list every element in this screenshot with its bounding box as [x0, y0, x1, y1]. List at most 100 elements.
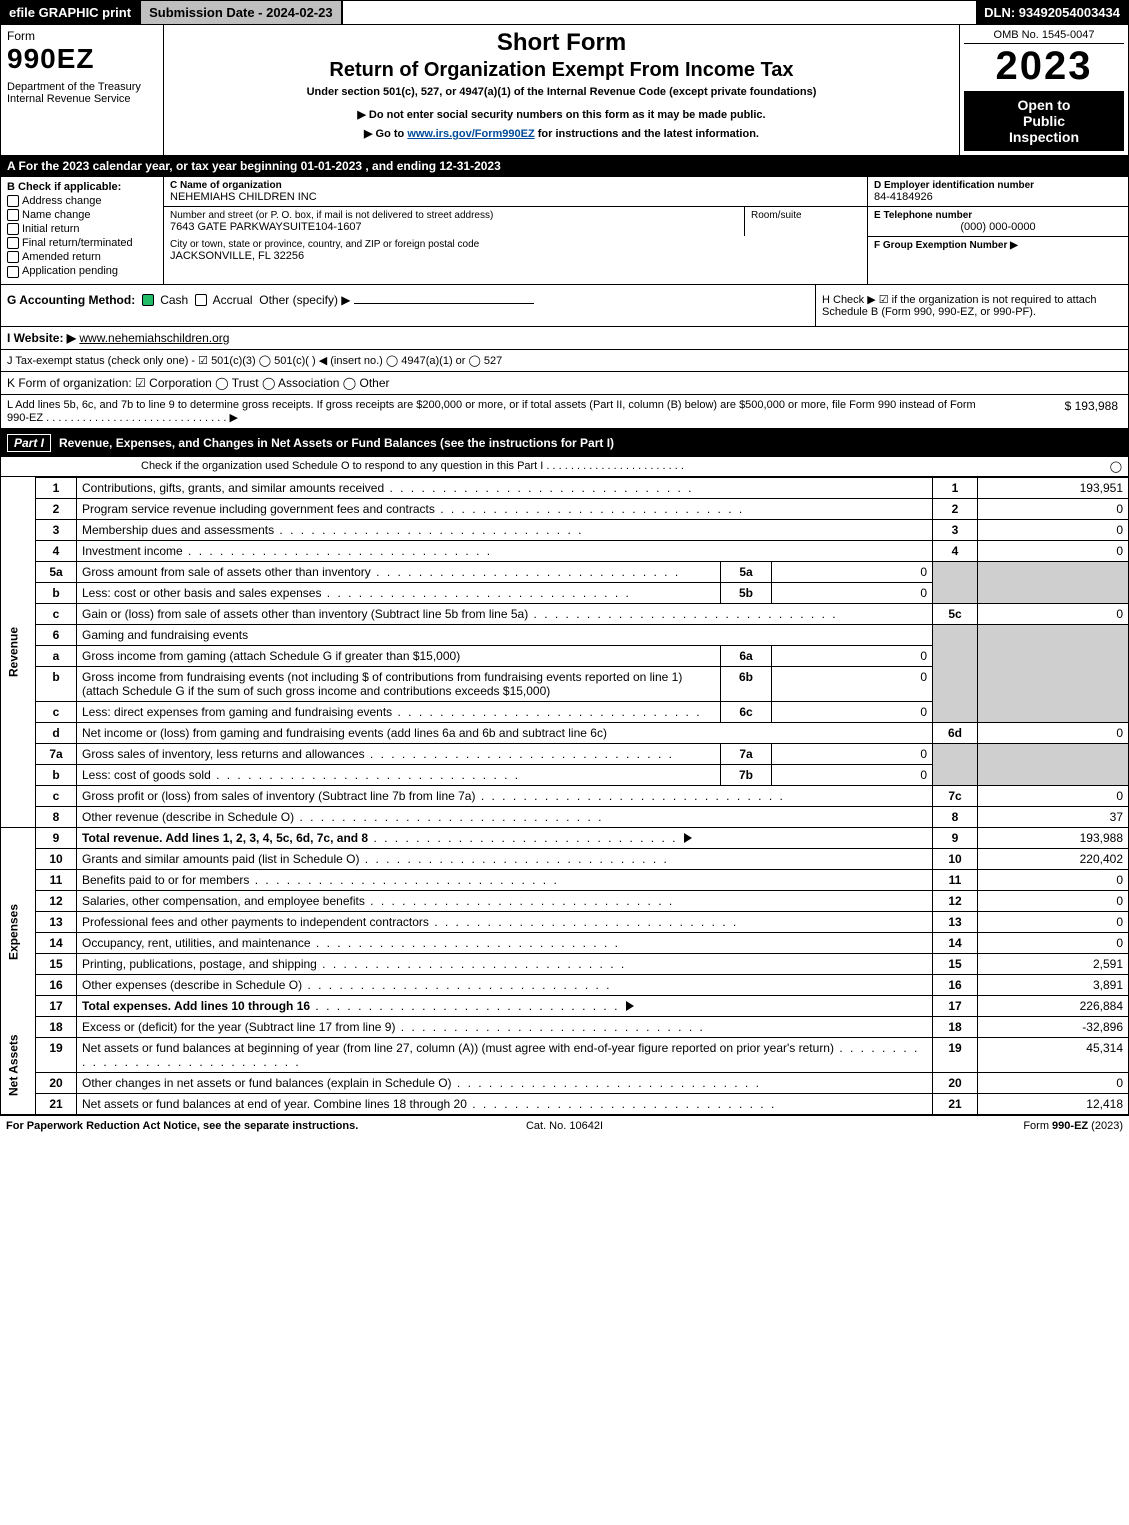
- section-bcdef: B Check if applicable: Address change Na…: [0, 177, 1129, 285]
- col-c: C Name of organization NEHEMIAHS CHILDRE…: [164, 177, 868, 284]
- side-netassets: Net Assets: [1, 1016, 36, 1114]
- footer: For Paperwork Reduction Act Notice, see …: [0, 1115, 1129, 1136]
- l6-desc: Gaming and fundraising events: [77, 624, 933, 645]
- i-label: I Website: ▶: [7, 331, 76, 345]
- spacer: [343, 1, 977, 24]
- dln: DLN: 93492054003434: [976, 1, 1128, 24]
- part1-title: Revenue, Expenses, and Changes in Net As…: [59, 436, 614, 450]
- row-k: K Form of organization: ☑ Corporation ◯ …: [0, 372, 1129, 395]
- c-name-val: NEHEMIAHS CHILDREN INC: [170, 191, 861, 203]
- c-name-lbl: C Name of organization: [170, 180, 861, 191]
- c-room: Room/suite: [745, 207, 867, 236]
- c-addr-lbl: Number and street (or P. O. box, if mail…: [170, 210, 738, 221]
- l6b-desc: Gross income from fundraising events (no…: [77, 666, 721, 701]
- inspect2: Public: [966, 113, 1122, 129]
- l6a-desc: Gross income from gaming (attach Schedul…: [77, 645, 721, 666]
- d-ein: D Employer identification number 84-4184…: [868, 177, 1128, 207]
- b-title: B Check if applicable:: [7, 181, 157, 193]
- l8-desc: Other revenue (describe in Schedule O): [77, 806, 933, 827]
- f-lbl: F Group Exemption Number ▶: [874, 240, 1122, 251]
- part1-sub-text: Check if the organization used Schedule …: [141, 460, 1102, 473]
- l5c-desc: Gain or (loss) from sale of assets other…: [77, 603, 933, 624]
- l9-desc: Total revenue. Add lines 1, 2, 3, 4, 5c,…: [77, 827, 933, 848]
- d-lbl: D Employer identification number: [874, 180, 1122, 191]
- omb-number: OMB No. 1545-0047: [964, 29, 1124, 44]
- arrow-icon: [684, 833, 692, 843]
- l2-desc: Program service revenue including govern…: [77, 498, 933, 519]
- side-revenue: Revenue: [1, 477, 36, 827]
- row-a: A For the 2023 calendar year, or tax yea…: [0, 156, 1129, 177]
- l6c-desc: Less: direct expenses from gaming and fu…: [77, 701, 721, 722]
- g-accounting: G Accounting Method: Cash Accrual Other …: [1, 285, 815, 326]
- row-l: L Add lines 5b, 6c, and 7b to line 9 to …: [0, 395, 1129, 429]
- lines-table: Revenue 1 Contributions, gifts, grants, …: [0, 477, 1129, 1115]
- side-expenses: Expenses: [1, 848, 36, 1016]
- l4-desc: Investment income: [77, 540, 933, 561]
- chk-accrual[interactable]: [195, 294, 207, 306]
- l1-desc: Contributions, gifts, grants, and simila…: [77, 477, 933, 498]
- form-word: Form: [7, 29, 157, 43]
- c-city-val: JACKSONVILLE, FL 32256: [170, 250, 861, 262]
- l1-num: 1: [36, 477, 77, 498]
- header-left: Form 990EZ Department of the Treasury In…: [1, 25, 164, 155]
- footer-right: Form Form 990-EZ (2023)990-EZ (2023): [751, 1120, 1123, 1132]
- i-website[interactable]: www.nehemiahschildren.org: [79, 331, 229, 345]
- main-title: Return of Organization Exempt From Incom…: [170, 59, 953, 82]
- part1-tag: Part I: [7, 434, 51, 452]
- tax-year: 2023: [964, 44, 1124, 89]
- l5a-desc: Gross amount from sale of assets other t…: [77, 561, 721, 582]
- inspect3: Inspection: [966, 129, 1122, 145]
- department: Department of the Treasury Internal Reve…: [7, 81, 157, 105]
- note-ssn: ▶ Do not enter social security numbers o…: [170, 108, 953, 121]
- l3-desc: Membership dues and assessments: [77, 519, 933, 540]
- b-opt-1[interactable]: Name change: [7, 209, 157, 221]
- d-val: 84-4184926: [874, 191, 1122, 203]
- efile-label[interactable]: efile GRAPHIC print: [1, 1, 139, 24]
- c-name: C Name of organization NEHEMIAHS CHILDRE…: [164, 177, 867, 207]
- b-opt-0[interactable]: Address change: [7, 195, 157, 207]
- b-opt-4[interactable]: Amended return: [7, 251, 157, 263]
- l5b-desc: Less: cost or other basis and sales expe…: [77, 582, 721, 603]
- g-label: G Accounting Method:: [7, 293, 135, 307]
- c-addr-val: 7643 GATE PARKWAYSUITE104-1607: [170, 221, 738, 233]
- header-right: OMB No. 1545-0047 2023 Open to Public In…: [959, 25, 1128, 155]
- irs-link[interactable]: www.irs.gov/Form990EZ: [407, 128, 534, 140]
- l7a-desc: Gross sales of inventory, less returns a…: [77, 743, 721, 764]
- short-form-title: Short Form: [170, 29, 953, 57]
- l10-desc: Grants and similar amounts paid (list in…: [77, 848, 933, 869]
- b-opt-2[interactable]: Initial return: [7, 223, 157, 235]
- c-city-lbl: City or town, state or province, country…: [170, 239, 861, 250]
- e-phone: E Telephone number (000) 000-0000: [868, 207, 1128, 237]
- chk-cash[interactable]: [142, 294, 154, 306]
- col-def: D Employer identification number 84-4184…: [868, 177, 1128, 284]
- b-opt-3[interactable]: Final return/terminated: [7, 237, 157, 249]
- c-room-lbl: Room/suite: [751, 210, 861, 221]
- note2-post: for instructions and the latest informat…: [538, 128, 759, 140]
- submission-date: Submission Date - 2024-02-23: [139, 1, 343, 24]
- top-bar: efile GRAPHIC print Submission Date - 20…: [0, 0, 1129, 25]
- part1-header: Part I Revenue, Expenses, and Changes in…: [0, 429, 1129, 457]
- c-addr-row: Number and street (or P. O. box, if mail…: [164, 207, 867, 236]
- note2-pre: ▶ Go to: [364, 128, 407, 140]
- row-gh: G Accounting Method: Cash Accrual Other …: [0, 285, 1129, 327]
- part1-sub-box[interactable]: ◯: [1102, 460, 1122, 473]
- l6d-desc: Net income or (loss) from gaming and fun…: [77, 722, 933, 743]
- l-text: L Add lines 5b, 6c, and 7b to line 9 to …: [7, 399, 998, 424]
- c-city: City or town, state or province, country…: [164, 236, 867, 265]
- row-j: J Tax-exempt status (check only one) - ☑…: [0, 350, 1129, 372]
- inspect1: Open to: [966, 97, 1122, 113]
- l7b-desc: Less: cost of goods sold: [77, 764, 721, 785]
- inspection-badge: Open to Public Inspection: [964, 91, 1124, 151]
- l1-rv: 193,951: [978, 477, 1129, 498]
- note-link: ▶ Go to www.irs.gov/Form990EZ for instru…: [170, 127, 953, 140]
- e-val: (000) 000-0000: [874, 221, 1122, 233]
- h-check: H Check ▶ ☑ if the organization is not r…: [815, 285, 1128, 326]
- b-opt-5[interactable]: Application pending: [7, 265, 157, 277]
- part1-sub: Check if the organization used Schedule …: [0, 457, 1129, 477]
- f-group: F Group Exemption Number ▶: [868, 237, 1128, 254]
- l7c-desc: Gross profit or (loss) from sales of inv…: [77, 785, 933, 806]
- form-number: 990EZ: [7, 43, 157, 75]
- arrow-icon: [626, 1001, 634, 1011]
- footer-center: Cat. No. 10642I: [378, 1120, 750, 1132]
- g-other-line[interactable]: [354, 303, 534, 304]
